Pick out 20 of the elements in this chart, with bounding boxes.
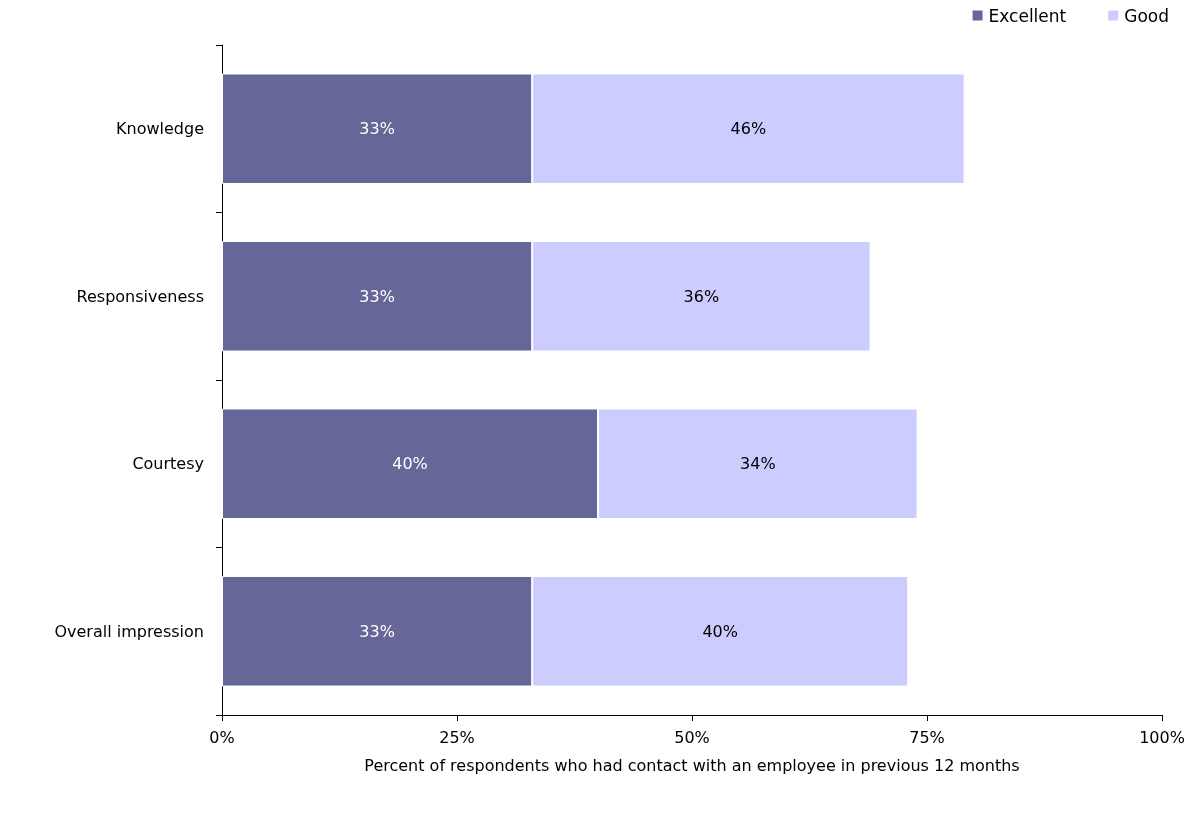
x-tick-label: 50% xyxy=(674,727,710,747)
data-label: 34% xyxy=(740,454,776,474)
x-tick-label: 0% xyxy=(209,727,235,747)
x-tick-label: 25% xyxy=(439,727,475,747)
data-label: 33% xyxy=(359,286,395,306)
data-label: 33% xyxy=(359,119,395,139)
y-tick-label: Responsiveness xyxy=(76,286,204,306)
y-tick-label: Courtesy xyxy=(132,454,204,474)
y-tick-label: Knowledge xyxy=(116,119,204,139)
legend-label: Excellent xyxy=(988,5,1067,26)
data-label: 40% xyxy=(702,621,738,641)
x-tick-label: 100% xyxy=(1139,727,1185,747)
x-tick-label: 75% xyxy=(909,727,945,747)
data-label: 40% xyxy=(392,454,428,474)
data-label: 36% xyxy=(683,286,720,306)
data-label: 33% xyxy=(359,621,395,641)
y-tick-label: Overall impression xyxy=(54,621,204,641)
x-axis-title: Percent of respondents who had contact with an employee in previous 12 months xyxy=(364,755,1020,775)
legend-label: Good xyxy=(1124,5,1170,26)
data-label: 46% xyxy=(730,119,767,139)
